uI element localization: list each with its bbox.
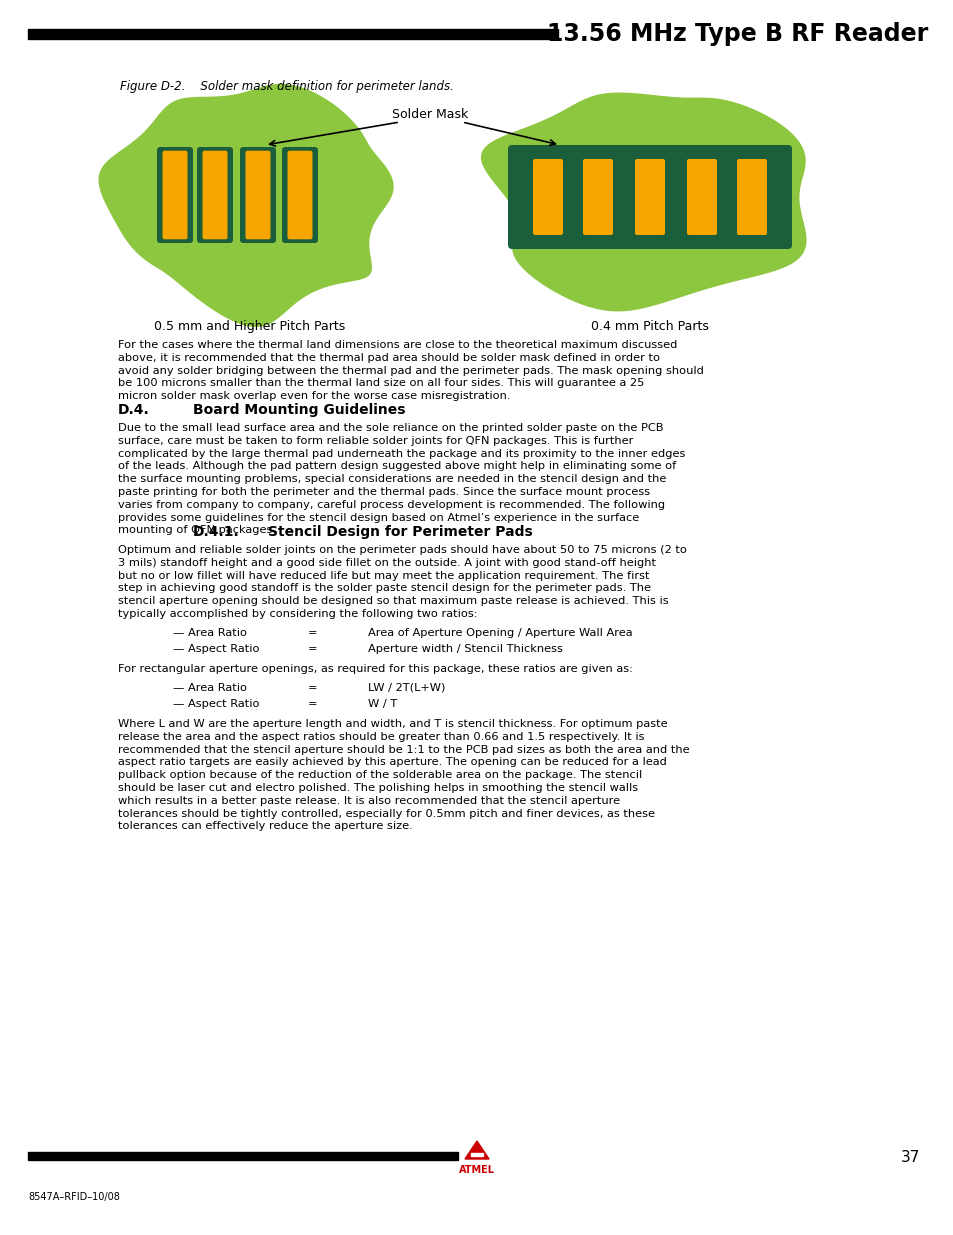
Text: — Aspect Ratio: — Aspect Ratio [172, 699, 259, 709]
FancyBboxPatch shape [196, 147, 233, 243]
Text: Aperture width / Stencil Thickness: Aperture width / Stencil Thickness [368, 643, 562, 655]
Text: 8547A–RFID–10/08: 8547A–RFID–10/08 [28, 1192, 120, 1202]
FancyBboxPatch shape [686, 159, 717, 235]
FancyBboxPatch shape [635, 159, 664, 235]
Text: Area of Aperture Opening / Aperture Wall Area: Area of Aperture Opening / Aperture Wall… [368, 629, 632, 638]
Text: =: = [308, 643, 317, 655]
Text: 13.56 MHz Type B RF Reader: 13.56 MHz Type B RF Reader [546, 22, 927, 46]
Text: D.4.1.: D.4.1. [193, 525, 239, 538]
FancyBboxPatch shape [282, 147, 317, 243]
Text: =: = [308, 629, 317, 638]
FancyBboxPatch shape [240, 147, 275, 243]
Text: 37: 37 [900, 1150, 919, 1165]
Text: Figure D-2.    Solder mask definition for perimeter lands.: Figure D-2. Solder mask definition for p… [120, 80, 454, 93]
Text: Optimum and reliable solder joints on the perimeter pads should have about 50 to: Optimum and reliable solder joints on th… [118, 545, 686, 619]
FancyBboxPatch shape [737, 159, 766, 235]
FancyBboxPatch shape [507, 144, 791, 249]
Bar [28, 1152, 457, 1160]
Bar [471, 1153, 482, 1156]
Text: — Area Ratio: — Area Ratio [172, 683, 247, 693]
Text: Solder Mask: Solder Mask [392, 109, 468, 121]
Bar [28, 28, 558, 40]
FancyBboxPatch shape [202, 151, 227, 240]
Text: LW / 2T(L+W): LW / 2T(L+W) [368, 683, 445, 693]
Polygon shape [481, 93, 805, 311]
Text: ATMEL: ATMEL [458, 1165, 495, 1174]
Text: Where L and W are the aperture length and width, and T is stencil thickness. For: Where L and W are the aperture length an… [118, 719, 689, 831]
Text: 0.4 mm Pitch Parts: 0.4 mm Pitch Parts [591, 320, 708, 333]
FancyBboxPatch shape [245, 151, 271, 240]
FancyBboxPatch shape [287, 151, 313, 240]
Text: Due to the small lead surface area and the sole reliance on the printed solder p: Due to the small lead surface area and t… [118, 424, 684, 536]
Text: D.4.: D.4. [118, 403, 150, 417]
Text: — Aspect Ratio: — Aspect Ratio [172, 643, 259, 655]
Text: Stencil Design for Perimeter Pads: Stencil Design for Perimeter Pads [268, 525, 532, 538]
Text: Board Mounting Guidelines: Board Mounting Guidelines [193, 403, 405, 417]
Text: For rectangular aperture openings, as required for this package, these ratios ar: For rectangular aperture openings, as re… [118, 664, 633, 674]
FancyBboxPatch shape [162, 151, 188, 240]
Text: =: = [308, 699, 317, 709]
FancyBboxPatch shape [533, 159, 562, 235]
Text: For the cases where the thermal land dimensions are close to the theoretical max: For the cases where the thermal land dim… [118, 340, 703, 401]
Text: — Area Ratio: — Area Ratio [172, 629, 247, 638]
Text: 0.5 mm and Higher Pitch Parts: 0.5 mm and Higher Pitch Parts [154, 320, 345, 333]
FancyBboxPatch shape [582, 159, 613, 235]
Text: =: = [308, 683, 317, 693]
FancyBboxPatch shape [157, 147, 193, 243]
Polygon shape [99, 84, 393, 326]
Text: W / T: W / T [368, 699, 396, 709]
Polygon shape [464, 1141, 489, 1158]
